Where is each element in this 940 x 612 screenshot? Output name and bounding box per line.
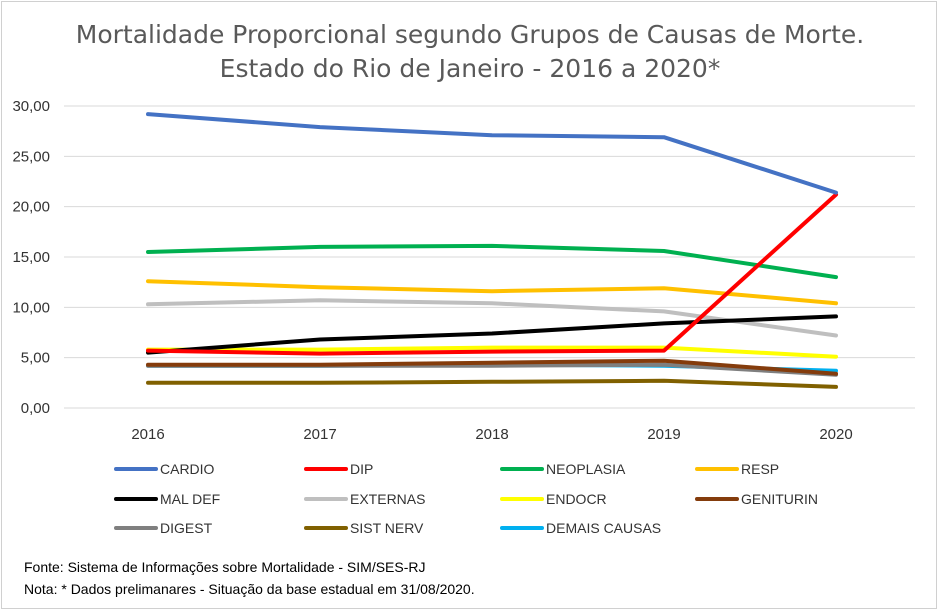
series-line-mal-def [146,314,838,355]
y-tick-label: 0,00 [21,400,50,417]
series-line-sist-nerv [146,378,838,389]
legend-item: DEMAIS CAUSAS [500,520,661,536]
series-line-resp [146,279,838,306]
preliminary-note: Nota: * Dados prelimanares - Situação da… [24,581,475,597]
footnotes: Fonte: Sistema de Informações sobre Mort… [24,556,475,600]
x-tick-label: 2017 [303,426,336,443]
legend-label: EXTERNAS [350,491,425,507]
legend-item: RESP [695,461,779,477]
series-line-geniturin [146,358,838,376]
x-tick-label: 2018 [475,426,508,443]
series-line-neoplasia [146,243,838,280]
chart-title-block: Mortalidade Proporcional segundo Grupos … [0,18,940,86]
legend-label: DIGEST [160,520,213,536]
legend-item: CARDIO [114,461,215,477]
chart-title: Mortalidade Proporcional segundo Grupos … [75,20,865,49]
legend-item: DIGEST [114,520,213,536]
legend-label: DIP [350,461,373,477]
legend-item: MAL DEF [114,491,220,507]
y-axis-tick-labels: 0,00 5,00 10,00 15,00 20,00 25,00 30,00 [12,98,50,417]
legend-label: CARDIO [160,461,215,477]
series-line-externas [146,298,838,338]
x-tick-label: 2019 [647,426,680,443]
y-tick-label: 20,00 [12,199,50,216]
x-tick-label: 2016 [131,426,164,443]
legend-item: SIST NERV [304,520,424,536]
legend-item: GENITURIN [695,491,818,507]
series-line-dip [146,192,838,356]
legend-label: DEMAIS CAUSAS [546,520,661,536]
source-note: Fonte: Sistema de Informações sobre Mort… [24,559,426,575]
y-tick-label: 10,00 [12,299,50,316]
series-line-endocr [146,345,838,359]
series-lines [146,112,838,389]
legend-item: EXTERNAS [304,491,425,507]
legend-item: NEOPLASIA [500,461,626,477]
legend-item: DIP [304,461,373,477]
legend-label: RESP [741,461,779,477]
legend-label: ENDOCR [546,491,607,507]
legend-item: ENDOCR [500,491,607,507]
chart-subtitle: Estado do Rio de Janeiro - 2016 a 2020* [219,54,721,83]
x-tick-label: 2020 [819,426,852,443]
y-tick-label: 25,00 [12,148,50,165]
legend-label: SIST NERV [350,520,424,536]
legend: CARDIO DIP NEOPLASIA RESP MAL DEF EXTERNAS END… [114,461,818,536]
y-tick-label: 5,00 [21,350,50,367]
x-axis-tick-labels: 2016 2017 2018 2019 2020 [131,426,852,443]
legend-label: MAL DEF [160,491,220,507]
gridlines [64,105,915,409]
series-line-cardio [146,112,838,195]
legend-label: NEOPLASIA [546,461,626,477]
legend-label: GENITURIN [741,491,818,507]
y-tick-label: 30,00 [12,98,50,115]
y-tick-label: 15,00 [12,249,50,266]
